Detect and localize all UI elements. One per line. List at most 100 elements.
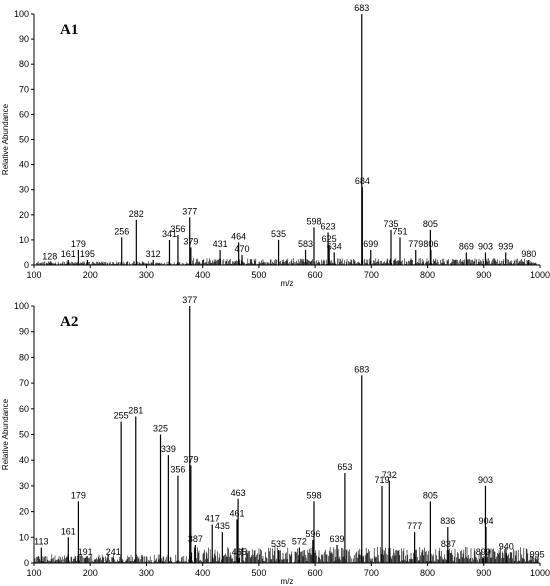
y-axis-title: Relative Abundance <box>1 103 10 175</box>
peak-label-836: 836 <box>440 516 455 526</box>
peak-label-653: 653 <box>337 462 352 472</box>
x-tick-label: 100 <box>26 270 41 280</box>
peaks <box>40 306 538 563</box>
y-tick-label: 100 <box>14 301 29 311</box>
y-tick-label: 100 <box>14 9 29 19</box>
peak-label-805: 805 <box>423 219 438 229</box>
peak-label-572: 572 <box>292 537 307 547</box>
x-tick-label: 300 <box>139 270 154 280</box>
peak-label-113: 113 <box>34 537 48 547</box>
baseline-noise <box>34 546 539 563</box>
x-tick-label: 400 <box>195 568 210 578</box>
peak-label-341: 341 <box>162 229 177 239</box>
y-tick-label: 60 <box>19 404 29 414</box>
peak-label-465: 465 <box>232 547 247 557</box>
peak-label-356: 356 <box>170 224 185 234</box>
peak-label-735: 735 <box>383 219 398 229</box>
x-tick-label: 400 <box>195 270 210 280</box>
peak-label-719: 719 <box>374 475 389 485</box>
peak-label-869: 869 <box>459 241 474 251</box>
peak-label-684: 684 <box>355 176 370 186</box>
peaks <box>49 14 530 265</box>
x-tick-label: 900 <box>476 270 491 280</box>
x-tick-label: 200 <box>83 568 98 578</box>
peak-label-596: 596 <box>305 529 320 539</box>
peak-label-356: 356 <box>170 465 185 475</box>
peak-label-161: 161 <box>61 249 76 259</box>
x-tick-label: 800 <box>420 270 435 280</box>
peak-label-779: 779 <box>408 239 423 249</box>
y-tick-label: 80 <box>19 59 29 69</box>
peak-label-751: 751 <box>392 226 407 236</box>
peak-label-683: 683 <box>354 364 369 374</box>
x-tick-label: 900 <box>476 568 491 578</box>
y-tick-label: 0 <box>24 558 29 568</box>
peak-label-639: 639 <box>330 534 345 544</box>
peak-label-325: 325 <box>153 424 168 434</box>
peak-label-179: 179 <box>71 239 86 249</box>
y-tick-label: 10 <box>19 235 29 245</box>
x-tick-label: 1000 <box>530 270 550 280</box>
x-tick-label: 500 <box>251 270 266 280</box>
y-tick-label: 90 <box>19 34 29 44</box>
peak-label-980: 980 <box>521 249 536 259</box>
peak-label-191: 191 <box>78 547 93 557</box>
x-axis-title: m/z <box>281 279 294 288</box>
y-tick-label: 50 <box>19 430 29 440</box>
x-tick-label: 200 <box>83 270 98 280</box>
peak-label-195: 195 <box>80 249 95 259</box>
peak-label-598: 598 <box>306 216 321 226</box>
y-tick-label: 90 <box>19 327 29 337</box>
peak-label-461: 461 <box>229 508 244 518</box>
peak-label-161: 161 <box>61 526 76 536</box>
y-tick-label: 80 <box>19 352 29 362</box>
peak-label-995: 995 <box>530 549 545 559</box>
x-axis-title: m/z <box>281 577 294 586</box>
peak-label-899: 899 <box>476 547 491 557</box>
y-tick-label: 70 <box>19 378 29 388</box>
peak-label-312: 312 <box>146 249 161 259</box>
peak-label-464: 464 <box>231 231 246 241</box>
y-axis-title: Relative Abundance <box>1 398 10 470</box>
x-tick-label: 1000 <box>530 568 550 578</box>
peak-label-179: 179 <box>71 490 86 500</box>
peak-label-281: 281 <box>128 406 143 416</box>
x-tick-label: 700 <box>364 568 379 578</box>
peak-label-463: 463 <box>231 488 246 498</box>
peak-label-805: 805 <box>423 490 438 500</box>
peak-label-470: 470 <box>235 244 250 254</box>
peak-label-535: 535 <box>271 539 286 549</box>
y-tick-label: 40 <box>19 455 29 465</box>
peak-label-777: 777 <box>407 521 422 531</box>
peak-label-535: 535 <box>271 229 286 239</box>
x-tick-label: 300 <box>139 568 154 578</box>
panel-title: A1 <box>60 22 78 38</box>
panel-title: A2 <box>60 314 78 330</box>
peak-label-377: 377 <box>182 206 197 216</box>
y-tick-label: 20 <box>19 210 29 220</box>
y-tick-label: 30 <box>19 481 29 491</box>
peak-label-241: 241 <box>106 547 121 557</box>
peak-label-903: 903 <box>478 241 493 251</box>
x-tick-label: 600 <box>308 568 323 578</box>
peak-label-598: 598 <box>306 490 321 500</box>
y-tick-label: 30 <box>19 185 29 195</box>
x-tick-label: 500 <box>251 568 266 578</box>
x-tick-label: 600 <box>308 270 323 280</box>
x-tick-label: 700 <box>364 270 379 280</box>
peak-label-732: 732 <box>382 470 397 480</box>
peak-label-255: 255 <box>114 411 129 421</box>
peak-label-683: 683 <box>354 3 369 13</box>
y-tick-label: 60 <box>19 109 29 119</box>
peak-label-903: 903 <box>478 475 493 485</box>
baseline-noise <box>34 258 539 265</box>
peak-label-699: 699 <box>363 239 378 249</box>
peak-label-339: 339 <box>161 444 176 454</box>
y-tick-label: 20 <box>19 507 29 517</box>
peak-label-806: 806 <box>423 239 438 249</box>
